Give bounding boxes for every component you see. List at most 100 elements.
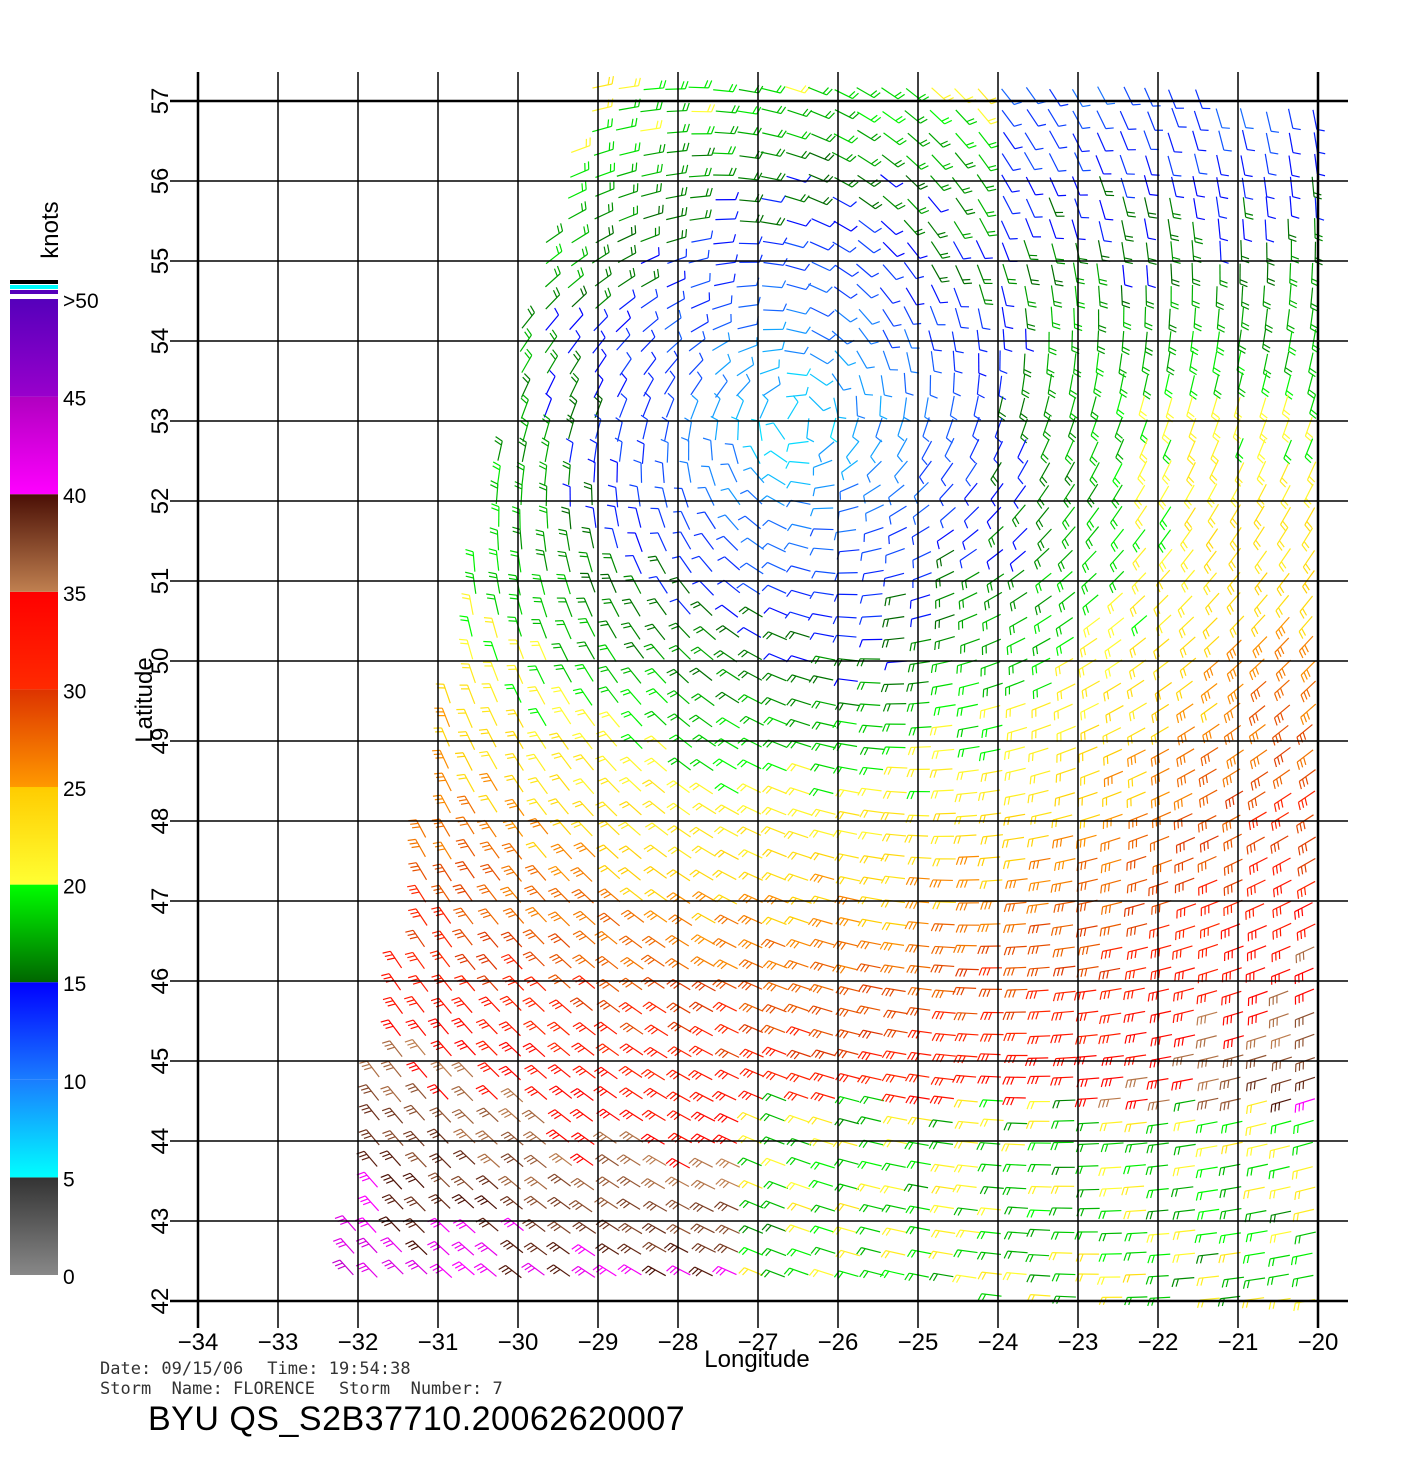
wind-barb <box>475 1130 498 1145</box>
wind-barb <box>1074 285 1086 309</box>
wind-barb <box>1287 331 1297 356</box>
wind-barb <box>617 1243 642 1255</box>
wind-barb <box>1253 526 1265 551</box>
wind-barb <box>619 1043 644 1056</box>
wind-barb <box>786 480 811 489</box>
wind-barb <box>643 204 664 220</box>
wind-barb <box>451 1108 474 1125</box>
wind-barb <box>1151 811 1172 829</box>
wind-barb <box>663 1242 689 1253</box>
wind-barb <box>451 1194 475 1209</box>
wind-barb <box>784 346 809 355</box>
wind-barb <box>1035 572 1052 594</box>
wind-barb <box>403 1104 426 1121</box>
wind-barb <box>761 1046 787 1057</box>
wind-barb <box>1124 1142 1148 1153</box>
wind-barb <box>1126 946 1148 960</box>
wind-barb <box>818 441 835 463</box>
wind-barb <box>642 1200 668 1212</box>
wind-barb <box>1254 572 1268 596</box>
wind-barb <box>521 1109 545 1124</box>
wind-barb <box>929 768 953 779</box>
wind-barb <box>810 1049 836 1059</box>
wind-barb <box>1193 153 1208 175</box>
wind-barb <box>1195 1166 1218 1179</box>
wind-barb <box>688 1045 714 1056</box>
wind-barb <box>717 514 739 531</box>
wind-barb <box>1078 746 1098 763</box>
wind-barb <box>1058 591 1076 613</box>
wind-barb <box>739 1199 764 1209</box>
wind-barb <box>505 709 524 728</box>
wind-barb <box>1021 373 1030 399</box>
wind-barb <box>834 572 858 581</box>
wind-barb <box>1150 966 1172 981</box>
wind-barb <box>1006 637 1026 655</box>
wind-barb <box>832 241 857 253</box>
wind-barb <box>551 686 570 705</box>
wind-barb <box>636 439 645 464</box>
latitude-tick-label: 50 <box>147 648 174 675</box>
wind-barb <box>1143 175 1158 196</box>
wind-barb <box>1119 373 1128 398</box>
wind-barb <box>714 1023 739 1034</box>
wind-barb <box>556 597 573 618</box>
colorbar-segment <box>10 884 58 983</box>
wind-barb <box>951 331 964 354</box>
wind-barb <box>1023 151 1043 171</box>
wind-barb <box>1266 1273 1289 1286</box>
wind-barb <box>715 211 739 221</box>
wind-barb <box>382 950 403 969</box>
wind-barb <box>1226 639 1242 662</box>
colorbar-tick-label: 5 <box>63 1168 75 1191</box>
wind-barb <box>856 283 879 299</box>
wind-barb <box>810 808 836 818</box>
wind-barb <box>432 794 451 814</box>
wind-barb <box>379 1150 402 1167</box>
wind-barb <box>783 1003 809 1014</box>
wind-barb <box>569 395 578 420</box>
wind-barb <box>1126 791 1146 808</box>
wind-barb <box>881 746 906 755</box>
wind-barb <box>807 1116 833 1125</box>
wind-barb <box>1174 877 1195 894</box>
wind-barb <box>713 826 739 837</box>
wind-barb <box>1068 374 1078 399</box>
wind-barb <box>667 713 691 728</box>
wind-barb <box>666 142 690 154</box>
wind-barb <box>1051 1273 1076 1282</box>
wind-barb <box>574 709 596 727</box>
wind-barb <box>1181 569 1196 593</box>
wind-barb <box>761 871 787 881</box>
wind-barb <box>978 131 999 149</box>
wind-barb <box>785 1026 811 1036</box>
wind-barb <box>1314 197 1325 221</box>
wind-barb <box>835 876 861 885</box>
wind-barb <box>667 1021 692 1033</box>
wind-barb <box>738 893 763 904</box>
wind-barb <box>616 162 638 177</box>
wind-barb <box>1052 990 1076 1002</box>
wind-barb <box>1121 1185 1145 1196</box>
wind-barb <box>1300 703 1317 725</box>
wind-barb <box>667 123 690 134</box>
wind-barb <box>1247 791 1266 811</box>
wind-barb <box>523 1154 547 1169</box>
wind-barb <box>1295 946 1315 964</box>
wind-barb <box>833 397 847 419</box>
wind-barb <box>1177 595 1193 618</box>
wind-barb <box>807 1005 833 1015</box>
wind-barb <box>1249 749 1268 770</box>
wind-barb <box>855 395 866 419</box>
wind-barb <box>569 372 580 398</box>
wind-barb <box>481 683 498 703</box>
wind-barb <box>688 1157 713 1168</box>
wind-barb <box>643 643 665 660</box>
wind-barb <box>931 945 955 955</box>
wind-barb <box>1109 549 1124 573</box>
wind-barb <box>1099 199 1114 221</box>
wind-barb <box>1274 679 1290 702</box>
wind-barb <box>763 450 788 463</box>
wind-barb <box>1290 1252 1313 1266</box>
wind-barb <box>669 576 690 594</box>
